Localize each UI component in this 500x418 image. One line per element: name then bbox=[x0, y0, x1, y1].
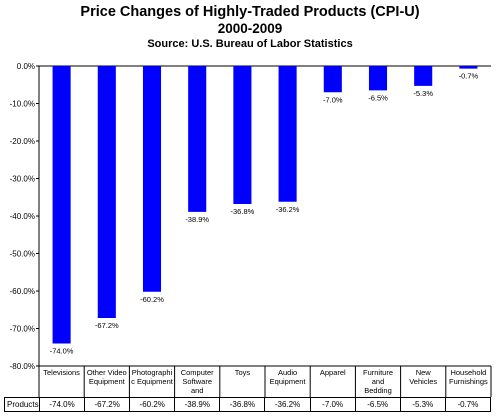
y-tick-label: -50.0% bbox=[10, 250, 35, 259]
bar bbox=[52, 66, 71, 344]
data-table-row-label: Products bbox=[7, 398, 40, 411]
data-table-cells: -74.0% -67.2% -60.2% -38.9% -36.8% -36.2% -7.0… bbox=[40, 398, 490, 411]
category-label: Furniture and Bedding bbox=[363, 368, 393, 395]
category-label: Toys bbox=[235, 368, 251, 377]
y-tick-label: -10.0% bbox=[10, 100, 35, 109]
y-tick-label: -70.0% bbox=[10, 325, 35, 334]
y-tick-label: -60.0% bbox=[10, 287, 35, 296]
category-label: Photographi c Equipment bbox=[131, 368, 174, 386]
bar bbox=[414, 66, 433, 86]
data-table-cell: -7.0% bbox=[311, 398, 356, 411]
data-label: -67.2% bbox=[95, 321, 119, 330]
data-table-cell: -6.5% bbox=[356, 398, 401, 411]
y-tick-label: -80.0% bbox=[10, 362, 35, 371]
data-label: -36.2% bbox=[276, 205, 300, 214]
data-table-row: Products -74.0% -67.2% -60.2% -38.9% -36.8% -… bbox=[4, 397, 491, 412]
bar bbox=[278, 66, 297, 202]
chart-source: Source: U.S. Bureau of Labor Statistics bbox=[147, 38, 353, 50]
data-label: -38.9% bbox=[185, 215, 209, 224]
data-table-cell: -38.9% bbox=[175, 398, 221, 411]
bar bbox=[323, 66, 342, 93]
category-label: Televisions bbox=[43, 368, 80, 377]
data-label: -7.0% bbox=[323, 95, 343, 104]
data-table-cell: -74.0% bbox=[40, 398, 86, 411]
category-label: Other Video Equipment bbox=[87, 368, 127, 386]
data-label: -36.8% bbox=[231, 207, 255, 216]
data-table-cell: -5.3% bbox=[401, 398, 446, 411]
data-table-cell: -0.7% bbox=[457, 400, 479, 409]
chart-title: Price Changes of Highly-Traded Products … bbox=[80, 4, 420, 20]
bar bbox=[97, 66, 116, 318]
data-table-cell: -36.2% bbox=[265, 398, 311, 411]
data-table-cell: -67.2% bbox=[85, 398, 131, 411]
bar bbox=[188, 66, 207, 212]
category-label: Apparel bbox=[320, 368, 346, 377]
y-tick-label: -20.0% bbox=[10, 137, 35, 146]
bar bbox=[459, 66, 478, 69]
category-label: Computer Software and bbox=[181, 368, 214, 395]
data-label: -0.7% bbox=[459, 72, 479, 81]
y-tick-label: -40.0% bbox=[10, 212, 35, 221]
data-label: -74.0% bbox=[50, 347, 74, 356]
data-label: -5.3% bbox=[413, 89, 433, 98]
category-label: Household Furnishings bbox=[449, 368, 488, 386]
chart-titles: Price Changes of Highly-Traded Products … bbox=[0, 4, 500, 52]
bar bbox=[142, 66, 162, 292]
bar bbox=[368, 66, 388, 91]
category-label: New Vehicles bbox=[409, 368, 437, 386]
data-label: -60.2% bbox=[140, 295, 164, 304]
y-tick-label: 0.0% bbox=[17, 62, 35, 71]
bar bbox=[233, 66, 252, 204]
chart-subtitle: 2000-2009 bbox=[217, 21, 283, 36]
data-table-cell: -60.2% bbox=[130, 398, 176, 411]
category-label: Audio Equipment bbox=[270, 368, 307, 386]
data-table-cell: -36.8% bbox=[220, 398, 266, 411]
y-tick-label: -30.0% bbox=[10, 175, 35, 184]
data-label: -6.5% bbox=[368, 93, 388, 102]
